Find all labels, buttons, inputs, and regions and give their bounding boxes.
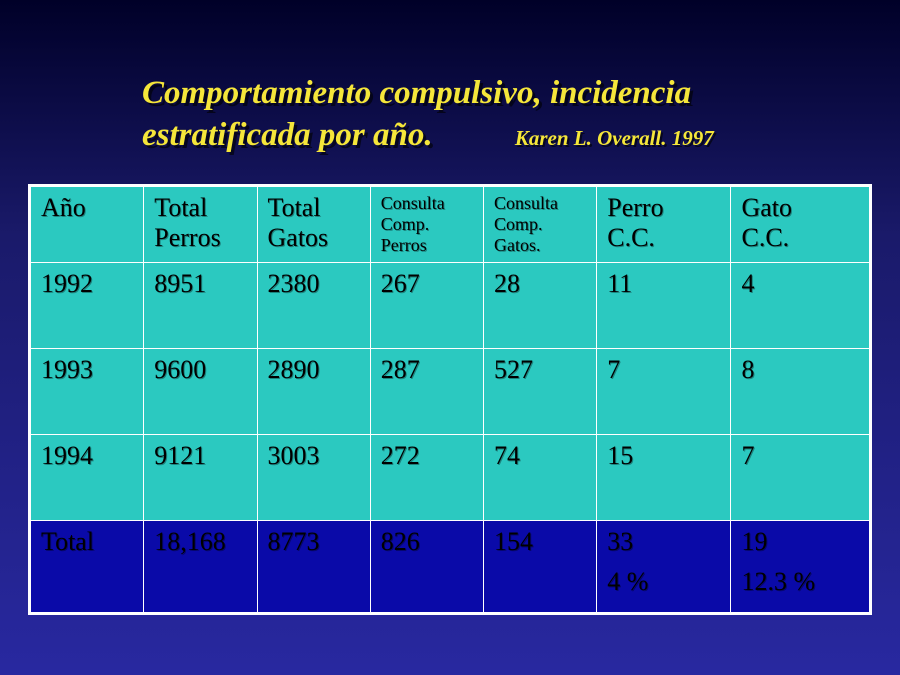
col-total-dogs-a: Total [154, 193, 246, 223]
cell-tcats: 2380 [257, 263, 370, 349]
cell-total-cdogs: 826 [370, 521, 483, 613]
cell-total-label: Total [31, 521, 144, 613]
title-credit: Karen L. Overall. 1997 [515, 126, 714, 150]
cell-total-dogcc-val: 33 [607, 527, 633, 556]
col-consult-dogs-c: Perros [381, 235, 473, 256]
title-line-2: estratificada por año. Karen L. Overall.… [142, 114, 872, 156]
col-dog-cc: Perro C.C. [597, 187, 731, 263]
cell-year: 1994 [31, 435, 144, 521]
cell-dogcc: 11 [597, 263, 731, 349]
cell-catcc: 7 [731, 435, 870, 521]
cell-cdogs: 272 [370, 435, 483, 521]
data-table: Año Total Perros Total Gatos Consulta Co… [30, 186, 870, 613]
table-header-row: Año Total Perros Total Gatos Consulta Co… [31, 187, 870, 263]
cell-cdogs: 267 [370, 263, 483, 349]
cell-total-dogcc-pct: 4 % [607, 567, 720, 597]
slide: Comportamiento compulsivo, incidencia es… [0, 0, 900, 675]
cell-tdogs: 9600 [144, 349, 257, 435]
cell-total-catcc: 19 12.3 % [731, 521, 870, 613]
cell-ccats: 28 [484, 263, 597, 349]
col-dog-cc-b: C.C. [607, 223, 720, 253]
col-dog-cc-a: Perro [607, 193, 720, 223]
cell-total-tcats: 8773 [257, 521, 370, 613]
table-total-row: Total 18,168 8773 826 154 33 4 % 19 12.3… [31, 521, 870, 613]
cell-total-catcc-pct: 12.3 % [741, 567, 859, 597]
table-row: 1992 8951 2380 267 28 11 4 [31, 263, 870, 349]
title-line-1: Comportamiento compulsivo, incidencia [142, 72, 872, 114]
cell-ccats: 74 [484, 435, 597, 521]
cell-dogcc: 7 [597, 349, 731, 435]
col-consult-dogs: Consulta Comp. Perros [370, 187, 483, 263]
cell-ccats: 527 [484, 349, 597, 435]
col-total-dogs: Total Perros [144, 187, 257, 263]
col-consult-cats-b: Comp. [494, 214, 586, 235]
cell-year: 1993 [31, 349, 144, 435]
col-consult-cats-c: Gatos. [494, 235, 586, 256]
col-consult-cats: Consulta Comp. Gatos. [484, 187, 597, 263]
cell-catcc: 8 [731, 349, 870, 435]
col-cat-cc-a: Gato [741, 193, 859, 223]
col-consult-dogs-b: Comp. [381, 214, 473, 235]
cell-total-tdogs: 18,168 [144, 521, 257, 613]
cell-cdogs: 287 [370, 349, 483, 435]
cell-tcats: 2890 [257, 349, 370, 435]
col-cat-cc-b: C.C. [741, 223, 859, 253]
col-total-cats-b: Gatos [268, 223, 360, 253]
table-row: 1994 9121 3003 272 74 15 7 [31, 435, 870, 521]
cell-tdogs: 9121 [144, 435, 257, 521]
col-total-cats: Total Gatos [257, 187, 370, 263]
col-total-dogs-b: Perros [154, 223, 246, 253]
cell-dogcc: 15 [597, 435, 731, 521]
cell-tcats: 3003 [257, 435, 370, 521]
col-year: Año [31, 187, 144, 263]
cell-year: 1992 [31, 263, 144, 349]
col-consult-dogs-a: Consulta [381, 193, 473, 214]
title-line-2-text: estratificada por año. [142, 117, 433, 153]
col-cat-cc: Gato C.C. [731, 187, 870, 263]
table-wrapper: Año Total Perros Total Gatos Consulta Co… [28, 184, 872, 615]
table-row: 1993 9600 2890 287 527 7 8 [31, 349, 870, 435]
col-total-cats-a: Total [268, 193, 360, 223]
cell-tdogs: 8951 [144, 263, 257, 349]
col-consult-cats-a: Consulta [494, 193, 586, 214]
title-block: Comportamiento compulsivo, incidencia es… [28, 0, 872, 170]
cell-total-dogcc: 33 4 % [597, 521, 731, 613]
cell-total-catcc-val: 19 [741, 527, 767, 556]
cell-catcc: 4 [731, 263, 870, 349]
cell-total-ccats: 154 [484, 521, 597, 613]
